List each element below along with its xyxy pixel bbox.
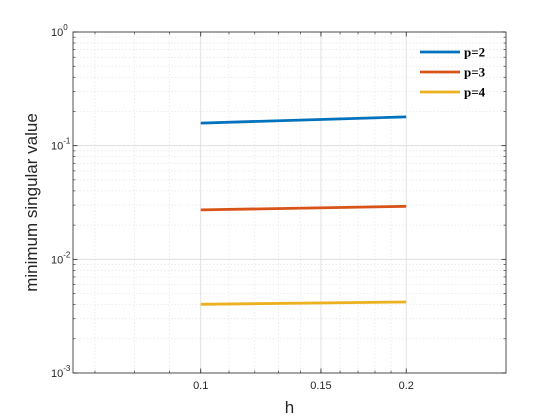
y-tick-label: 10-3: [51, 364, 71, 380]
series-lines: [200, 115, 407, 306]
series-line-p=2: [200, 115, 407, 125]
y-tick-label: 10-1: [51, 137, 71, 153]
grid: [73, 31, 506, 374]
x-axis-label: h: [285, 398, 294, 417]
plot-area-frame: [72, 31, 507, 374]
x-tick-label: 0.1: [193, 380, 208, 392]
legend: p=2 p=3 p=4: [420, 45, 486, 100]
x-tick-labels: 0.1 0.15 0.2: [193, 380, 414, 392]
tick-marks: [73, 31, 506, 374]
y-tick-label: 100: [51, 23, 68, 39]
y-axis-label: minimum singular value: [22, 113, 41, 292]
series-line-p=3: [200, 204, 407, 212]
y-tick-labels: 10-3 10-2 10-1 100: [51, 23, 71, 380]
x-tick-label: 0.15: [310, 380, 331, 392]
x-tick-label: 0.2: [399, 380, 414, 392]
legend-label-p=4: p=4: [464, 85, 486, 100]
series-line-p=4: [200, 300, 407, 306]
legend-label-p=3: p=3: [464, 65, 486, 80]
y-tick-label: 10-2: [51, 250, 71, 266]
legend-label-p=2: p=2: [464, 45, 485, 60]
